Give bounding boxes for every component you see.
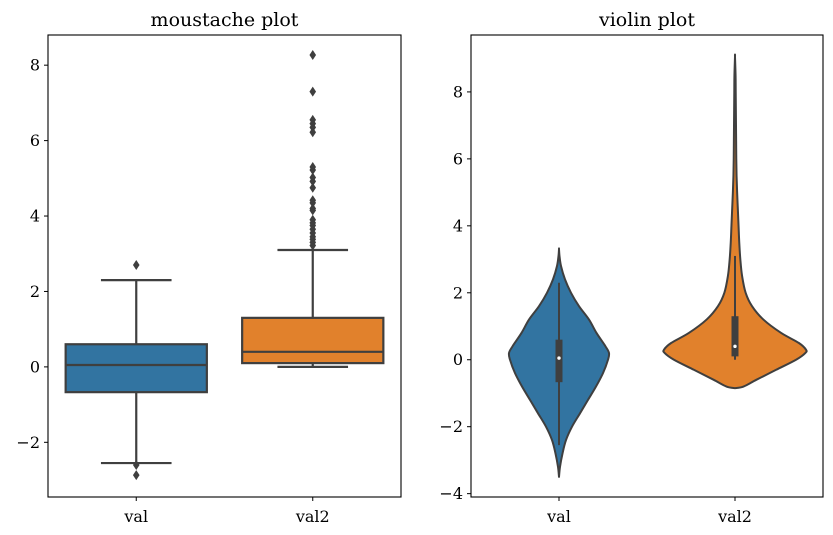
violin-val2	[662, 53, 808, 390]
y-tick-label: 4	[30, 207, 40, 226]
violin-plot-axes: violin plot −4 −2 0 2 4 6 8 val val2	[439, 9, 824, 526]
y-tick-label: 8	[30, 56, 40, 75]
x-tick-label: val	[123, 507, 148, 526]
y-tick-label: −2	[16, 433, 40, 452]
y-tick-label: −2	[439, 417, 463, 436]
axes-frame	[470, 34, 824, 498]
y-tick-label: 2	[30, 282, 40, 301]
y-tick-label: 0	[30, 357, 40, 376]
violin-plot-title: violin plot	[598, 9, 695, 31]
box-val	[64, 260, 208, 481]
y-tick-label: 2	[453, 283, 463, 302]
moustache-plot-title: moustache plot	[151, 9, 299, 31]
violin-body	[662, 53, 808, 390]
box-iqr	[64, 343, 208, 394]
violin-median-dot	[557, 356, 561, 360]
moustache-plot-axes: moustache plot −2 0 2 4 6 8 val val2	[16, 9, 402, 526]
outlier-point	[309, 205, 317, 216]
y-tick-label: 0	[453, 350, 463, 369]
y-tick-label: 6	[453, 149, 463, 168]
outlier-point	[309, 197, 317, 208]
axes-frame	[47, 34, 402, 498]
x-tick-label: val	[546, 507, 571, 526]
box-iqr	[241, 316, 385, 365]
y-tick-label: 8	[453, 82, 463, 101]
outlier-point	[132, 260, 140, 271]
y-tick-label: −4	[439, 484, 463, 503]
outlier-point	[309, 86, 317, 97]
y-tick-label: 6	[30, 131, 40, 150]
outlier-point	[132, 470, 140, 481]
violin-val	[507, 247, 611, 478]
outlier-point	[309, 49, 317, 60]
outlier-point	[132, 459, 140, 470]
violin-median-dot	[733, 344, 737, 349]
x-tick-label: val2	[717, 507, 752, 526]
outlier-point	[309, 165, 317, 176]
violin-iqr-box	[731, 316, 739, 357]
outlier-point	[309, 240, 317, 251]
outlier-point	[309, 127, 317, 138]
box-val2	[241, 49, 385, 368]
y-tick-label: 4	[453, 216, 463, 235]
x-tick-label: val2	[295, 507, 330, 526]
violin-iqr-box	[555, 339, 563, 383]
outlier-point	[309, 182, 317, 193]
outlier-point	[309, 176, 317, 187]
